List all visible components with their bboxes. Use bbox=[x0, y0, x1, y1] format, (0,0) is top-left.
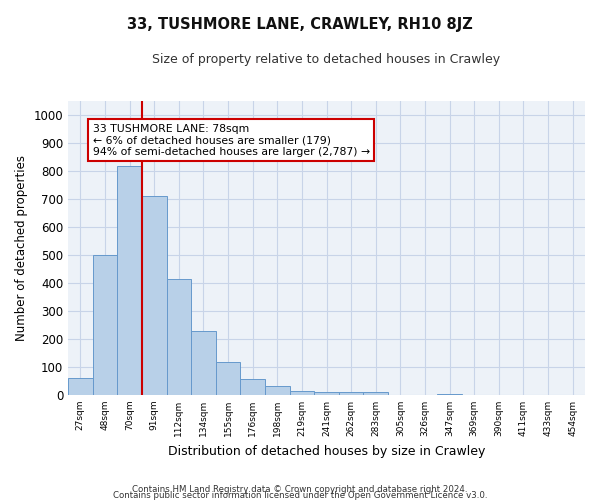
Text: Contains public sector information licensed under the Open Government Licence v3: Contains public sector information licen… bbox=[113, 490, 487, 500]
Bar bbox=[241, 379, 265, 395]
X-axis label: Distribution of detached houses by size in Crawley: Distribution of detached houses by size … bbox=[168, 444, 485, 458]
Bar bbox=[92, 255, 117, 395]
Bar bbox=[437, 394, 462, 395]
Bar bbox=[142, 196, 167, 395]
Bar bbox=[364, 392, 388, 395]
Bar bbox=[339, 392, 364, 395]
Bar bbox=[265, 386, 290, 395]
Bar bbox=[216, 362, 241, 395]
Bar bbox=[117, 166, 142, 395]
Title: Size of property relative to detached houses in Crawley: Size of property relative to detached ho… bbox=[152, 52, 500, 66]
Y-axis label: Number of detached properties: Number of detached properties bbox=[15, 155, 28, 341]
Bar bbox=[167, 279, 191, 395]
Text: Contains HM Land Registry data © Crown copyright and database right 2024.: Contains HM Land Registry data © Crown c… bbox=[132, 485, 468, 494]
Text: 33, TUSHMORE LANE, CRAWLEY, RH10 8JZ: 33, TUSHMORE LANE, CRAWLEY, RH10 8JZ bbox=[127, 18, 473, 32]
Text: 33 TUSHMORE LANE: 78sqm
← 6% of detached houses are smaller (179)
94% of semi-de: 33 TUSHMORE LANE: 78sqm ← 6% of detached… bbox=[92, 124, 370, 157]
Bar bbox=[68, 378, 92, 395]
Bar bbox=[314, 392, 339, 395]
Bar bbox=[191, 331, 216, 395]
Bar bbox=[290, 390, 314, 395]
